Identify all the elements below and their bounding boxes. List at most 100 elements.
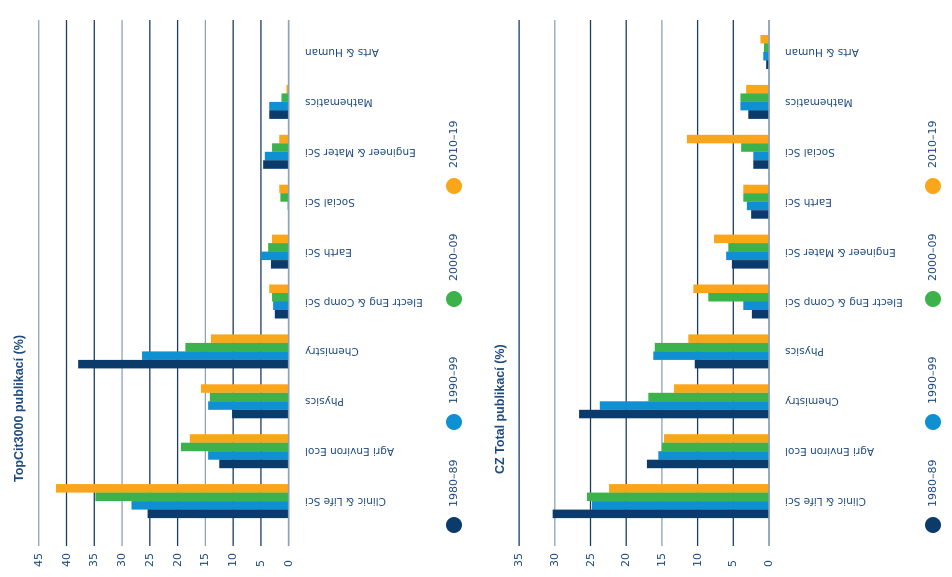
bar-2010-19: [674, 384, 769, 393]
legend-dot-1990-99: [925, 414, 941, 430]
bar-1990-99: [591, 501, 769, 510]
tick-label-20: 20: [170, 553, 184, 567]
bar-1980-89: [751, 310, 769, 319]
bar-2000-09: [209, 392, 289, 402]
bar-1990-99: [269, 101, 289, 111]
bar-1990-99: [658, 451, 769, 460]
bar-1980-89: [579, 409, 769, 419]
bar-1990-99: [743, 301, 769, 310]
bar-1980-89: [731, 260, 769, 269]
bar-1980-89: [646, 459, 769, 469]
bar-2010-19: [272, 234, 289, 244]
bar-plot: [518, 20, 770, 546]
topcit3000-chart: TopCit3000 publikací (%) 0 5 10 15 20 25 30 35 4…: [12, 20, 423, 567]
tick-label-25: 25: [142, 553, 156, 567]
legend-dot-2010-19: [925, 178, 941, 194]
bar-1990-99: [273, 301, 289, 310]
legend-dot-2000-09: [446, 291, 462, 307]
bar-1980-89: [270, 260, 289, 269]
bar-1990-99: [208, 401, 289, 410]
legend-label-1980-89: 1980–89: [447, 459, 460, 508]
bar-2000-09: [648, 392, 769, 402]
bar-1990-99: [208, 451, 289, 460]
legend-label-2000-09: 2000–09: [447, 233, 460, 282]
bar-2010-19: [279, 184, 289, 194]
tick-label-25: 25: [583, 553, 597, 567]
bar-1990-99: [131, 501, 289, 510]
tick-label-0: 0: [281, 560, 295, 567]
bar-2000-09: [280, 193, 289, 202]
legend-dot-2010-19: [446, 178, 462, 194]
bar-2010-19: [664, 434, 769, 443]
bar-1980-89: [274, 310, 289, 319]
bar-2010-19: [743, 184, 769, 194]
category-label: Arts & Human: [785, 46, 859, 58]
bar-2000-09: [654, 342, 769, 352]
legend-label-1990-99: 1990–99: [926, 356, 939, 405]
bar-1990-99: [753, 151, 769, 161]
bar-1990-99: [746, 201, 769, 211]
bar-1980-89: [753, 160, 769, 169]
bar-1990-99: [260, 251, 289, 261]
tick-label-40: 40: [59, 553, 73, 567]
legend-dot-1980-89: [446, 517, 462, 533]
bar-2000-09: [741, 143, 769, 152]
bar-1990-99: [740, 101, 769, 111]
bar-2000-09: [708, 293, 769, 302]
legend-dot-1980-89: [925, 517, 941, 533]
tick-label-5: 5: [726, 560, 740, 567]
bar-1990-99: [142, 351, 289, 360]
bar-plot: [38, 20, 290, 546]
bar-1980-89: [694, 359, 769, 369]
bar-1980-89: [263, 160, 289, 169]
bar-1990-99: [264, 151, 289, 161]
bar-2010-19: [286, 84, 289, 94]
bar-2010-19: [55, 484, 289, 493]
bar-2010-19: [760, 35, 769, 44]
category-label: Earth Sci: [785, 195, 832, 208]
bar-2000-09: [764, 43, 769, 52]
bar-1980-89: [748, 110, 769, 119]
legend-dot-2000-09: [925, 291, 941, 307]
cz-total-chart: CZ Total publikací (%) 0 5 10 15 20 25 30 35 Cl…: [476, 0, 952, 577]
bar-2010-19: [686, 134, 769, 144]
legend-label-2000-09: 2000–09: [926, 233, 939, 282]
legend-label-2010-19: 2010–19: [926, 120, 939, 169]
category-label: Agri Environ Ecol: [305, 445, 395, 458]
bar-2000-09: [661, 442, 769, 452]
legend-label-1980-89: 1980–89: [926, 459, 939, 508]
bar-2000-09: [740, 93, 769, 102]
bar-1980-89: [751, 210, 769, 219]
tick-label-35: 35: [87, 553, 101, 567]
tick-label-5: 5: [253, 560, 267, 567]
bar-1980-89: [269, 110, 289, 119]
bar-2000-09: [272, 143, 289, 152]
bar-1990-99: [599, 401, 769, 410]
category-label: Mathematics: [785, 95, 853, 108]
legend-dot-1990-99: [446, 414, 462, 430]
bar-2010-19: [269, 284, 289, 293]
bar-1980-89: [78, 359, 289, 369]
bar-2000-09: [728, 243, 769, 252]
bar-2010-19: [279, 134, 289, 144]
bar-1980-89: [552, 509, 769, 519]
bar-2000-09: [281, 93, 289, 102]
category-label: Mathematics: [305, 95, 373, 108]
legend-label-1990-99: 1990–99: [447, 356, 460, 405]
tick-label-15: 15: [654, 553, 668, 567]
category-label: Social Sci: [305, 195, 355, 208]
tick-label-10: 10: [690, 553, 704, 567]
legend-label-2010-19: 2010–19: [447, 120, 460, 169]
bar-2010-19: [609, 484, 769, 493]
bar-2010-19: [688, 334, 769, 343]
bar-2000-09: [180, 442, 289, 452]
bar-2010-19: [189, 434, 289, 443]
tick-label-15: 15: [198, 553, 212, 567]
bar-2000-09: [586, 492, 769, 502]
bar-2010-19: [200, 384, 289, 393]
bar-1980-89: [232, 409, 289, 419]
bar-2010-19: [693, 284, 769, 293]
category-label: Agri Environ Ecol: [785, 445, 875, 458]
bar-2000-09: [743, 193, 769, 202]
bar-2000-09: [272, 293, 289, 302]
